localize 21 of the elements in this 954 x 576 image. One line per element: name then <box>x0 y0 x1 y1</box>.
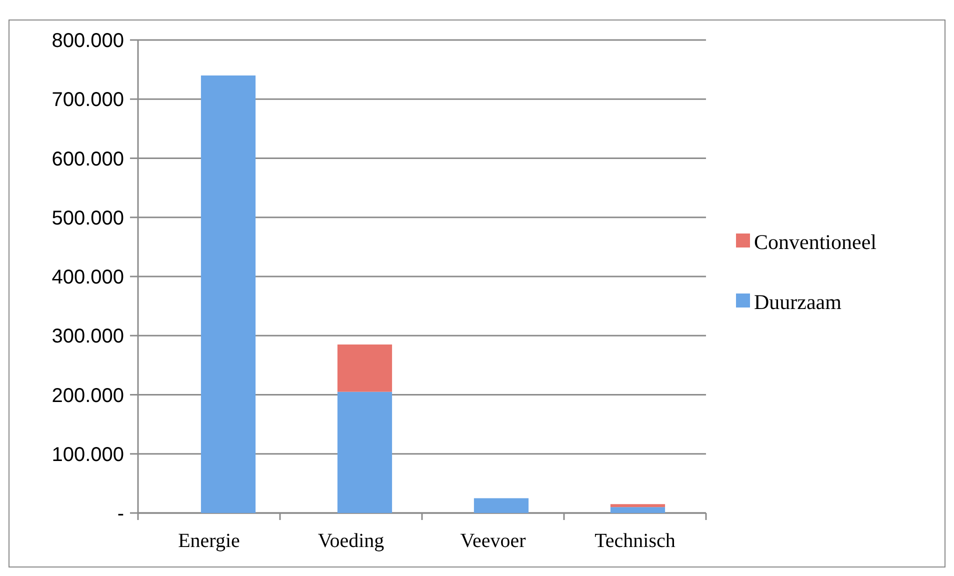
x-tick-label: Voeding <box>318 530 384 552</box>
y-tick-label: 500.000 <box>52 207 124 230</box>
legend-label: Duurzaam <box>754 290 842 314</box>
x-tick-label: Energie <box>178 530 240 552</box>
y-tick-label: 600.000 <box>52 148 124 170</box>
y-tick-label: 200.000 <box>52 384 124 407</box>
y-tick-label: 700.000 <box>52 89 124 112</box>
bar <box>610 507 666 513</box>
bar <box>474 498 529 513</box>
bar <box>610 504 666 508</box>
x-tick-label: Technisch <box>594 530 676 552</box>
y-tick-label: 300.000 <box>52 326 124 348</box>
bar <box>200 75 256 513</box>
x-tick-label: Veevoer <box>460 530 526 552</box>
bar <box>337 344 392 392</box>
legend-label: Conventioneel <box>754 230 877 254</box>
y-tick-label: 800.000 <box>52 30 124 52</box>
bar <box>337 392 392 513</box>
y-tick-label: 100.000 <box>52 444 124 466</box>
y-tick-label: 400.000 <box>52 266 124 288</box>
y-tick-label: - <box>117 503 124 525</box>
